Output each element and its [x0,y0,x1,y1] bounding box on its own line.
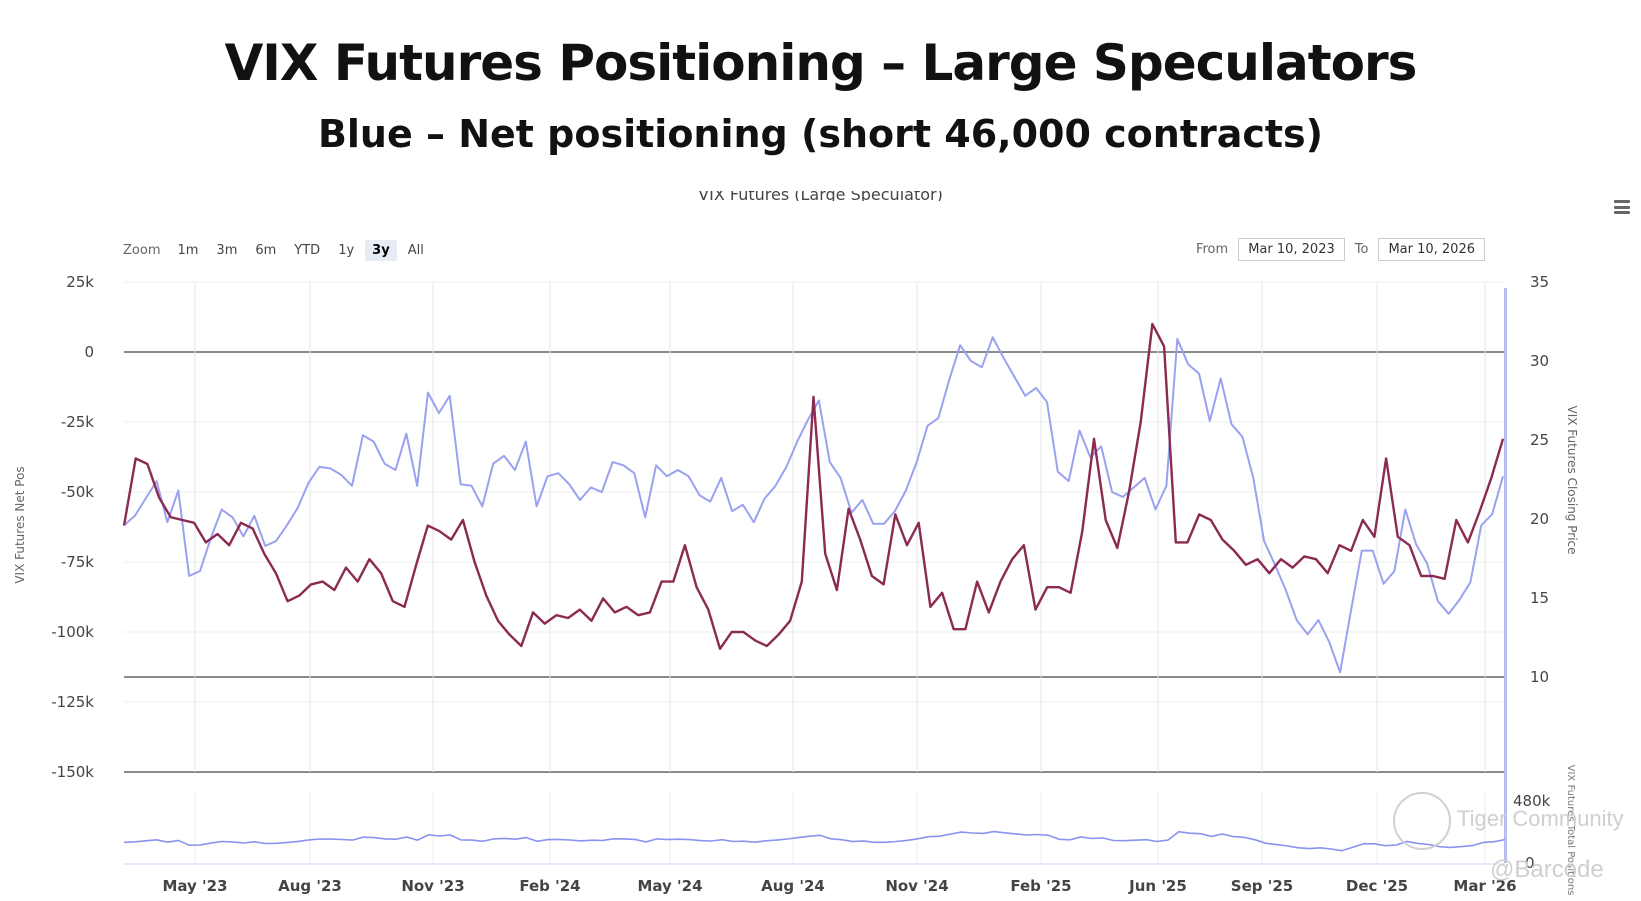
y-left-tick-label: -125k [51,693,94,711]
y-right-tick-label: 35 [1530,273,1549,291]
x-tick-label: Aug '23 [278,877,342,895]
x-tick-label: Aug '24 [761,877,825,895]
from-date-input[interactable]: Mar 10, 2023 [1238,238,1345,261]
x-tick-label: May '23 [162,877,227,895]
navigator-axis-title: VIX Futures Total Positions [1565,765,1576,896]
y-left-tick-label: -100k [51,623,94,641]
y-right-tick-label: 10 [1530,668,1549,686]
zoom-button-1m[interactable]: 1m [177,243,199,258]
series-lines [122,322,1505,674]
x-tick-label: Feb '25 [1010,877,1071,895]
navigator-tick-label: 0 [1525,854,1535,872]
navigator: 480k 0 VIX Futures Total Positions [123,765,1576,896]
y-right-tick-label: 15 [1530,589,1549,607]
x-tick-label: May '24 [637,877,702,895]
from-label: From [1195,242,1229,257]
y-left-tick-label: -50k [61,483,94,501]
net-position-series-line [122,322,1505,650]
y-left-tick-label: -75k [61,553,94,571]
y-right-axis-title: VIX Futures Closing Price [1565,405,1579,554]
x-tick-label: Mar '26 [1453,877,1516,895]
closing-price-series-line [123,336,1504,674]
watermark-brand: Tiger Community [1457,806,1624,831]
y-left-axis-title: VIX Futures Net Pos [13,466,27,583]
zoom-button-all[interactable]: All [407,243,424,258]
grid-lines [124,281,1505,864]
zoom-button-ytd[interactable]: YTD [294,243,321,258]
hamburger-menu-icon[interactable] [1614,200,1630,214]
zoom-button-3m[interactable]: 3m [216,243,238,258]
page-title: VIX Futures Positioning – Large Speculat… [224,34,1418,92]
tiger-community-logo-icon [1393,792,1451,850]
x-tick-label: Sep '25 [1231,877,1293,895]
y-left-tick-label: 0 [84,343,94,361]
x-tick-label: Dec '25 [1346,877,1408,895]
x-tick-label: Feb '24 [519,877,580,895]
navigator-tick-label: 480k [1513,792,1551,810]
y-right-tick-label: 30 [1530,352,1549,370]
range-handle[interactable] [1504,288,1507,863]
page-subtitle: Blue – Net positioning (short 46,000 con… [317,112,1324,156]
axes: 25k 0 -25k -50k -75k -100k -125k -150k 35 30 25 20 1… [13,273,1579,895]
zoom-selector: Zoom 1m 3m 6m YTD 1y 3y All [123,240,431,261]
to-label: To [1354,242,1369,257]
zoom-label: Zoom [123,243,161,258]
chart-title: VIX Futures (Large Speculator) [698,191,943,201]
y-left-tick-label: -150k [51,763,94,781]
date-range-selector: From Mar 10, 2023 To Mar 10, 2026 [1196,238,1485,261]
navigator-series-line [123,830,1506,852]
y-right-tick-label: 20 [1530,510,1549,528]
zoom-button-1y[interactable]: 1y [338,243,355,258]
x-tick-label: Jun '25 [1128,877,1187,895]
y-left-tick-label: -25k [61,413,94,431]
x-tick-label: Nov '24 [885,877,948,895]
zoom-button-3y[interactable]: 3y [365,240,397,261]
watermark-user: @Barcode [1490,856,1604,883]
x-tick-label: Nov '23 [401,877,464,895]
to-date-input[interactable]: Mar 10, 2026 [1378,238,1485,261]
y-left-tick-label: 25k [66,273,94,291]
y-right-tick-label: 25 [1530,431,1549,449]
zoom-button-6m[interactable]: 6m [255,243,277,258]
